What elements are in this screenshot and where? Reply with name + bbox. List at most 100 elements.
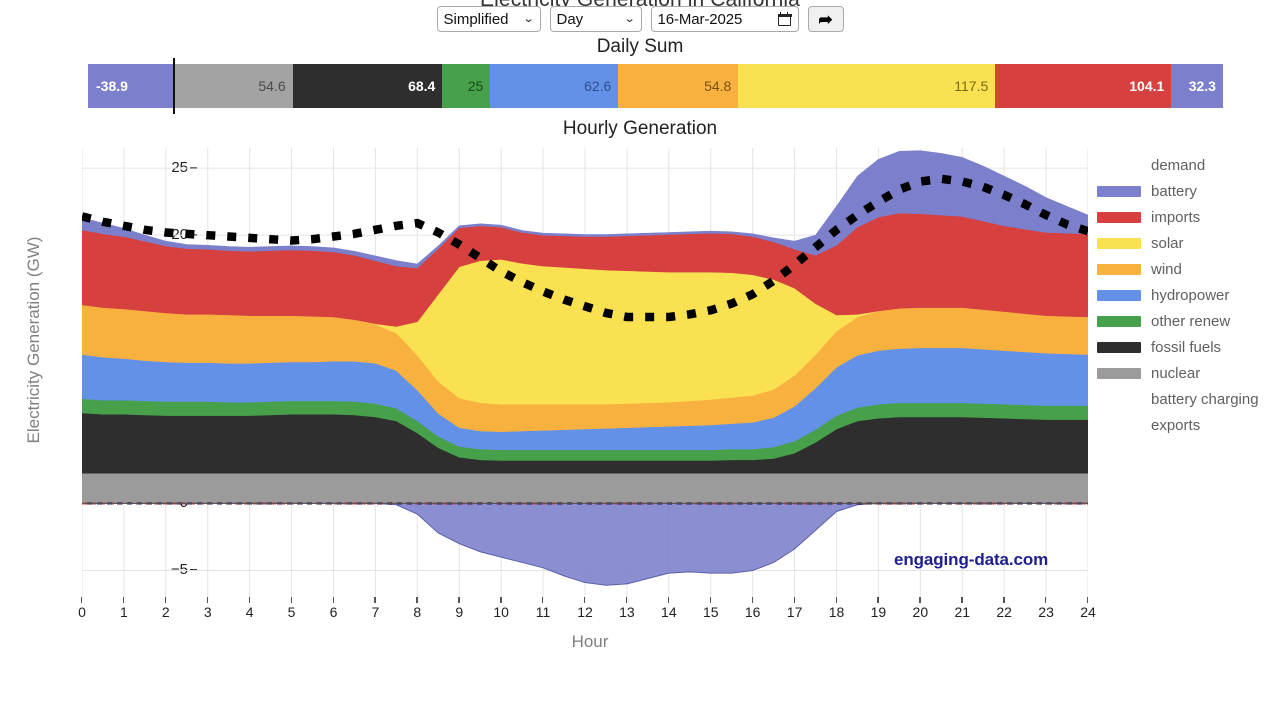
legend-item[interactable]: battery charging (1097, 386, 1277, 412)
legend-label: demand (1151, 156, 1206, 174)
area-series-battery (82, 150, 1088, 269)
legend-color-swatch (1097, 341, 1141, 353)
x-axis-tick: 18 (822, 597, 852, 620)
x-axis-tick: 3 (193, 597, 223, 620)
legend-color-swatch (1097, 160, 1141, 170)
x-axis-tick: 13 (612, 597, 642, 620)
x-axis-tick: 5 (277, 597, 307, 620)
legend-label: battery (1151, 182, 1197, 200)
x-axis-tick: 9 (444, 597, 474, 620)
legend-color-swatch (1097, 237, 1141, 249)
x-axis-tick: 12 (570, 597, 600, 620)
daily-sum-bar: -38.9 54.6 68.4 25 62.6 54.8 117.5 104.1 32.3 (88, 58, 1223, 114)
daily-sum-segment[interactable]: 25 (442, 64, 491, 108)
x-axis-tick: 8 (402, 597, 432, 620)
watermark: engaging-data.com (894, 550, 1049, 569)
stacked-area-svg (82, 148, 1088, 600)
daily-sum-value: 32.3 (1188, 78, 1216, 94)
period-select[interactable]: Day ⌄ (549, 6, 642, 32)
controls-toolbar: Simplified ⌄ Day ⌄ 16-Mar-2025 ➦ (0, 6, 1280, 32)
x-axis-tick: 16 (738, 597, 768, 620)
daily-sum-value: -38.9 (96, 78, 128, 94)
daily-sum-segment[interactable]: -38.9 (88, 64, 174, 108)
x-axis-tick: 11 (528, 597, 558, 620)
legend-label: exports (1151, 416, 1201, 434)
legend-label: fossil fuels (1151, 338, 1222, 356)
chevron-down-icon: ⌄ (522, 12, 535, 25)
daily-sum-value: 117.5 (954, 78, 989, 94)
legend-label: imports (1151, 208, 1201, 226)
x-axis-tick: 1 (109, 597, 139, 620)
x-axis-tick: 20 (905, 597, 935, 620)
y-axis-label: Electricity Generation (GW) (24, 236, 43, 444)
daily-sum-segment[interactable]: 54.8 (618, 64, 739, 108)
detail-level-select[interactable]: Simplified ⌄ (436, 6, 541, 32)
legend-color-swatch (1097, 367, 1141, 379)
legend-item[interactable]: hydropower (1097, 282, 1277, 308)
chart-legend: demand battery imports solar wind hydropower o… (1097, 152, 1277, 438)
x-axis-tick: 0 (67, 597, 97, 620)
daily-sum-segment[interactable]: 68.4 (292, 64, 443, 108)
daily-sum-value: 25 (467, 78, 484, 94)
x-axis-tick: 21 (947, 597, 977, 620)
legend-label: wind (1151, 260, 1182, 278)
legend-label: nuclear (1151, 364, 1201, 382)
area-series-nuclear (82, 472, 1088, 504)
legend-item[interactable]: other renew (1097, 308, 1277, 334)
legend-item[interactable]: battery (1097, 178, 1277, 204)
legend-label: other renew (1151, 312, 1231, 330)
legend-label: battery charging (1151, 390, 1259, 408)
legend-item[interactable]: solar (1097, 230, 1277, 256)
period-value: Day (556, 10, 584, 28)
x-axis-tick: 15 (696, 597, 726, 620)
date-value: 16-Mar-2025 (657, 10, 743, 28)
legend-item[interactable]: nuclear (1097, 360, 1277, 386)
x-axis-tick: 24 (1073, 597, 1103, 620)
x-axis-tick: 6 (319, 597, 349, 620)
legend-color-swatch (1097, 185, 1141, 197)
legend-color-swatch (1097, 315, 1141, 327)
daily-sum-value: 62.6 (584, 78, 612, 94)
legend-label: hydropower (1151, 286, 1230, 304)
daily-sum-heading: Daily Sum (596, 36, 684, 57)
x-axis-label: Hour (571, 632, 609, 651)
x-axis-tick: 19 (863, 597, 893, 620)
x-axis-tick: 7 (360, 597, 390, 620)
daily-sum-value: 104.1 (1129, 78, 1165, 94)
chevron-down-icon: ⌄ (623, 12, 636, 25)
area-series-battery-charging (82, 502, 1088, 586)
daily-sum-segment[interactable]: 62.6 (490, 64, 619, 108)
legend-label: solar (1151, 234, 1184, 252)
legend-item[interactable]: wind (1097, 256, 1277, 282)
calendar-icon[interactable] (777, 12, 792, 26)
x-axis-tick: 4 (235, 597, 265, 620)
legend-item[interactable]: fossil fuels (1097, 334, 1277, 360)
daily-sum-value: 54.8 (704, 78, 732, 94)
demand-line (82, 174, 1088, 322)
plot-area (82, 148, 1088, 600)
x-axis-tick: 23 (1031, 597, 1061, 620)
detail-level-value: Simplified (443, 10, 509, 28)
daily-sum-value: 54.6 (258, 78, 286, 94)
x-axis-tick: 2 (151, 597, 181, 620)
daily-sum-segment[interactable]: 54.6 (173, 64, 293, 108)
x-axis-tick: 22 (989, 597, 1019, 620)
legend-color-swatch (1097, 263, 1141, 275)
legend-item[interactable]: demand (1097, 152, 1277, 178)
date-input[interactable]: 16-Mar-2025 (650, 6, 799, 32)
legend-color-swatch (1097, 394, 1141, 404)
zero-marker (173, 58, 175, 114)
daily-sum-segment[interactable]: 117.5 (738, 64, 996, 108)
legend-item[interactable]: exports (1097, 412, 1277, 438)
x-axis-tick: 14 (654, 597, 684, 620)
x-axis-tick: 17 (780, 597, 810, 620)
legend-item[interactable]: imports (1097, 204, 1277, 230)
share-arrow-icon: ➦ (818, 9, 833, 29)
page-title: Electricity Generation in California (0, 0, 1280, 12)
share-button[interactable]: ➦ (807, 6, 844, 32)
daily-sum-segment[interactable]: 32.3 (1171, 64, 1223, 108)
hourly-generation-heading: Hourly Generation (562, 118, 718, 139)
daily-sum-segment[interactable]: 104.1 (995, 64, 1172, 108)
hourly-generation-chart: Electricity Generation (GW) 2520151050−5… (0, 140, 1280, 651)
legend-color-swatch (1097, 420, 1141, 430)
